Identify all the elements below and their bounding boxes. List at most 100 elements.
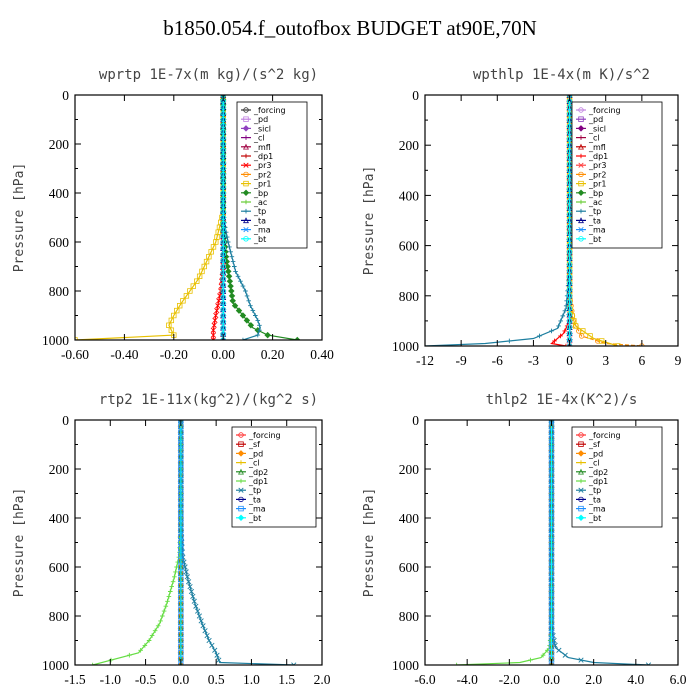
data-point	[563, 343, 569, 346]
legend-label: _bt	[248, 514, 261, 523]
legend-item: _dp1	[576, 477, 608, 486]
data-point	[215, 303, 221, 309]
data-point	[255, 318, 261, 323]
legend-marker	[238, 487, 244, 493]
data-point	[562, 652, 568, 658]
data-point	[566, 274, 573, 280]
legend-item: _dp1	[576, 152, 608, 161]
data-point	[210, 332, 216, 338]
data-point	[165, 599, 170, 604]
data-point	[198, 618, 204, 624]
legend-marker	[243, 208, 249, 214]
legend-label: _ta	[253, 216, 266, 225]
y-axis-label: Pressure [hPa]	[362, 488, 377, 598]
legend-label: _cl	[588, 134, 600, 143]
x-tick-label: -12	[416, 353, 434, 368]
legend-marker	[243, 199, 249, 205]
data-point	[220, 325, 226, 331]
y-tick-label: 0	[62, 413, 69, 428]
legend-label: _tp	[253, 207, 266, 216]
legend-item: _pr3	[576, 161, 606, 170]
data-point	[253, 313, 258, 318]
data-point	[194, 608, 201, 614]
legend-label: _pr3	[253, 161, 271, 170]
legend-item: _cl	[576, 134, 600, 143]
data-point	[264, 331, 271, 339]
y-tick-label: 400	[49, 511, 70, 526]
data-point	[213, 312, 219, 319]
legend-item: _ta	[241, 216, 266, 225]
x-tick-label: 0.0	[172, 672, 189, 687]
data-point	[220, 178, 226, 184]
x-tick-label: 2.0	[585, 672, 602, 687]
data-point	[90, 662, 95, 665]
legend-item: _forcing	[241, 106, 286, 115]
data-point	[540, 652, 546, 658]
legend-item: _forcing	[576, 431, 621, 440]
x-tick-label: 0.5	[208, 672, 225, 687]
legend-item: _pd	[576, 449, 603, 458]
data-point	[220, 159, 226, 166]
data-point	[227, 282, 234, 290]
legend-item: _tp	[576, 486, 601, 495]
legend-marker	[238, 478, 244, 484]
series-markers-bt	[220, 95, 226, 340]
y-tick-label: 600	[399, 560, 420, 575]
data-point	[220, 208, 226, 215]
data-point	[238, 278, 243, 284]
data-point	[556, 647, 562, 653]
legend-item: _bt	[241, 235, 266, 244]
legend-label: _bt	[253, 235, 266, 244]
y-tick-label: 200	[49, 137, 70, 152]
data-point	[174, 564, 179, 570]
data-point	[257, 323, 262, 328]
data-point	[177, 302, 183, 309]
legend-marker	[578, 487, 584, 493]
legend-marker	[237, 450, 245, 457]
data-point	[566, 305, 573, 312]
legend-label: _tp	[588, 486, 601, 495]
data-point	[566, 318, 573, 324]
data-point	[149, 633, 155, 638]
legend-item: _pr2	[576, 170, 606, 179]
data-point	[204, 632, 210, 639]
legend-marker	[243, 135, 249, 140]
x-tick-label: 0	[566, 353, 573, 368]
legend-item: _forcing	[576, 106, 621, 115]
x-tick-label: -9	[456, 353, 467, 368]
legend-marker	[242, 189, 250, 197]
legend-item: _ta	[576, 495, 601, 504]
data-point	[174, 307, 180, 314]
data-point	[220, 214, 226, 221]
data-point	[196, 273, 203, 279]
panel-title: wprtp 1E-7x(m kg)/(s^2 kg)	[99, 67, 318, 83]
legend-marker	[243, 236, 249, 242]
series-markers-pr1	[75, 95, 226, 340]
data-point	[220, 227, 226, 233]
legend-label: _cl	[253, 134, 265, 143]
legend-marker	[578, 116, 584, 122]
legend-item: _sicl	[241, 124, 271, 133]
x-tick-label: 1.5	[278, 672, 295, 687]
legend-marker	[238, 460, 244, 465]
y-tick-label: 600	[49, 560, 70, 575]
data-point	[564, 298, 569, 304]
y-tick-label: 400	[399, 511, 420, 526]
data-point	[220, 153, 226, 159]
data-point	[248, 303, 253, 308]
y-tick-label: 400	[49, 186, 70, 201]
x-tick-label: 0.20	[261, 347, 285, 362]
data-point	[225, 239, 231, 245]
data-point	[214, 652, 220, 658]
data-point	[200, 623, 206, 629]
legend-label: _pr2	[253, 170, 271, 179]
data-point	[186, 579, 192, 585]
data-point	[226, 277, 234, 285]
data-point	[566, 261, 573, 268]
legend-label: _mfl	[588, 143, 606, 152]
legend-box	[231, 426, 317, 528]
x-tick-label: -0.60	[61, 347, 89, 362]
data-point	[183, 569, 189, 575]
legend-item: _dp1	[241, 152, 273, 161]
data-point	[220, 233, 226, 239]
